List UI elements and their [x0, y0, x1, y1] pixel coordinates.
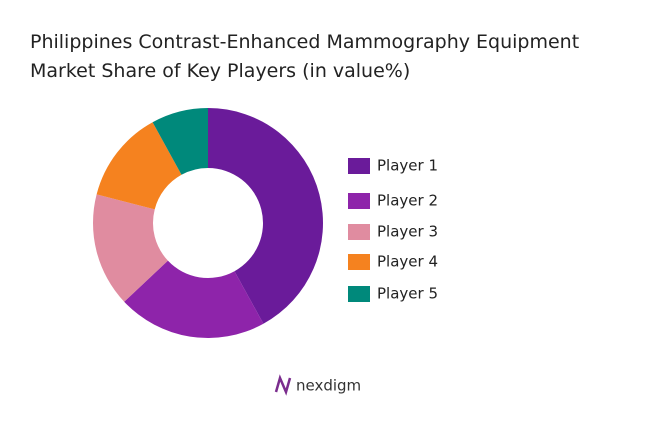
donut-slice — [208, 108, 324, 324]
donut-slice — [124, 260, 264, 338]
legend-swatch — [348, 254, 370, 270]
legend-label: Player 1 — [377, 157, 438, 175]
legend-swatch — [348, 158, 370, 174]
legend-label: Player 3 — [377, 223, 438, 241]
donut-slice — [96, 122, 182, 210]
donut-slice — [93, 194, 168, 302]
brand-name: nexdigm — [296, 377, 361, 395]
legend-label: Player 5 — [377, 285, 438, 303]
legend-swatch — [348, 224, 370, 240]
donut-slice — [152, 108, 208, 175]
legend-swatch — [348, 286, 370, 302]
chart-title: Philippines Contrast-Enhanced Mammograph… — [30, 31, 580, 82]
legend-label: Player 2 — [377, 192, 438, 210]
logo-icon — [274, 374, 292, 396]
legend-swatch — [348, 193, 370, 209]
legend-label: Player 4 — [377, 253, 438, 271]
brand-logo: nexdigm — [274, 374, 361, 396]
